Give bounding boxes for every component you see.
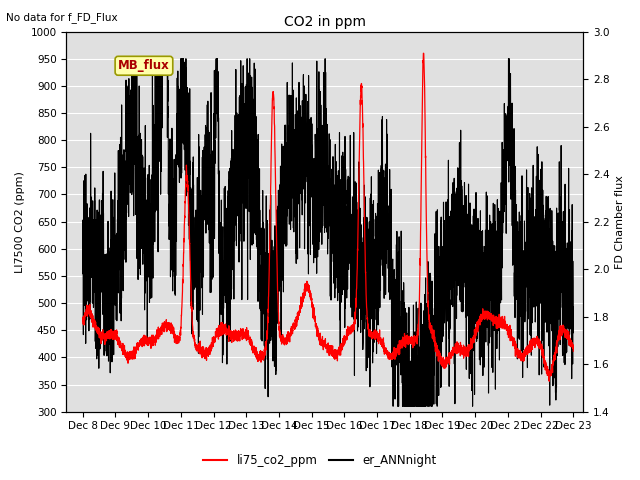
Text: MB_flux: MB_flux	[118, 59, 170, 72]
Legend: li75_co2_ppm, er_ANNnight: li75_co2_ppm, er_ANNnight	[199, 449, 441, 472]
Y-axis label: FD Chamber flux: FD Chamber flux	[615, 175, 625, 268]
Text: No data for f_FD_Flux: No data for f_FD_Flux	[6, 12, 118, 23]
Y-axis label: LI7500 CO2 (ppm): LI7500 CO2 (ppm)	[15, 171, 25, 273]
Title: CO2 in ppm: CO2 in ppm	[284, 15, 365, 29]
